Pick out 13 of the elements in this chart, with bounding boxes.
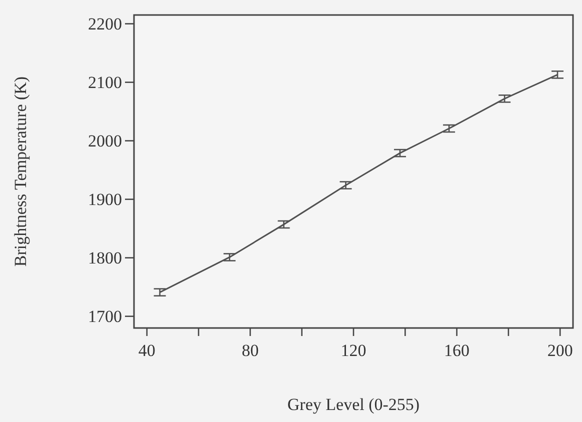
y-tick-label: 2000	[88, 132, 122, 151]
x-tick-label: 160	[444, 341, 470, 360]
x-tick-label: 120	[340, 341, 366, 360]
x-tick-label: 200	[547, 341, 573, 360]
y-axis-title: Brightness Temperature (K)	[11, 76, 30, 267]
y-tick-label: 1700	[88, 307, 122, 326]
x-tick-label: 80	[242, 341, 259, 360]
y-tick-label: 2200	[88, 14, 122, 34]
y-tick-label: 2100	[88, 73, 122, 92]
x-tick-label: 40	[138, 341, 156, 360]
y-tick-label: 1900	[88, 190, 122, 210]
x-axis-title: Grey Level (0-255)	[287, 395, 420, 414]
y-tick-label: 1800	[88, 248, 122, 268]
